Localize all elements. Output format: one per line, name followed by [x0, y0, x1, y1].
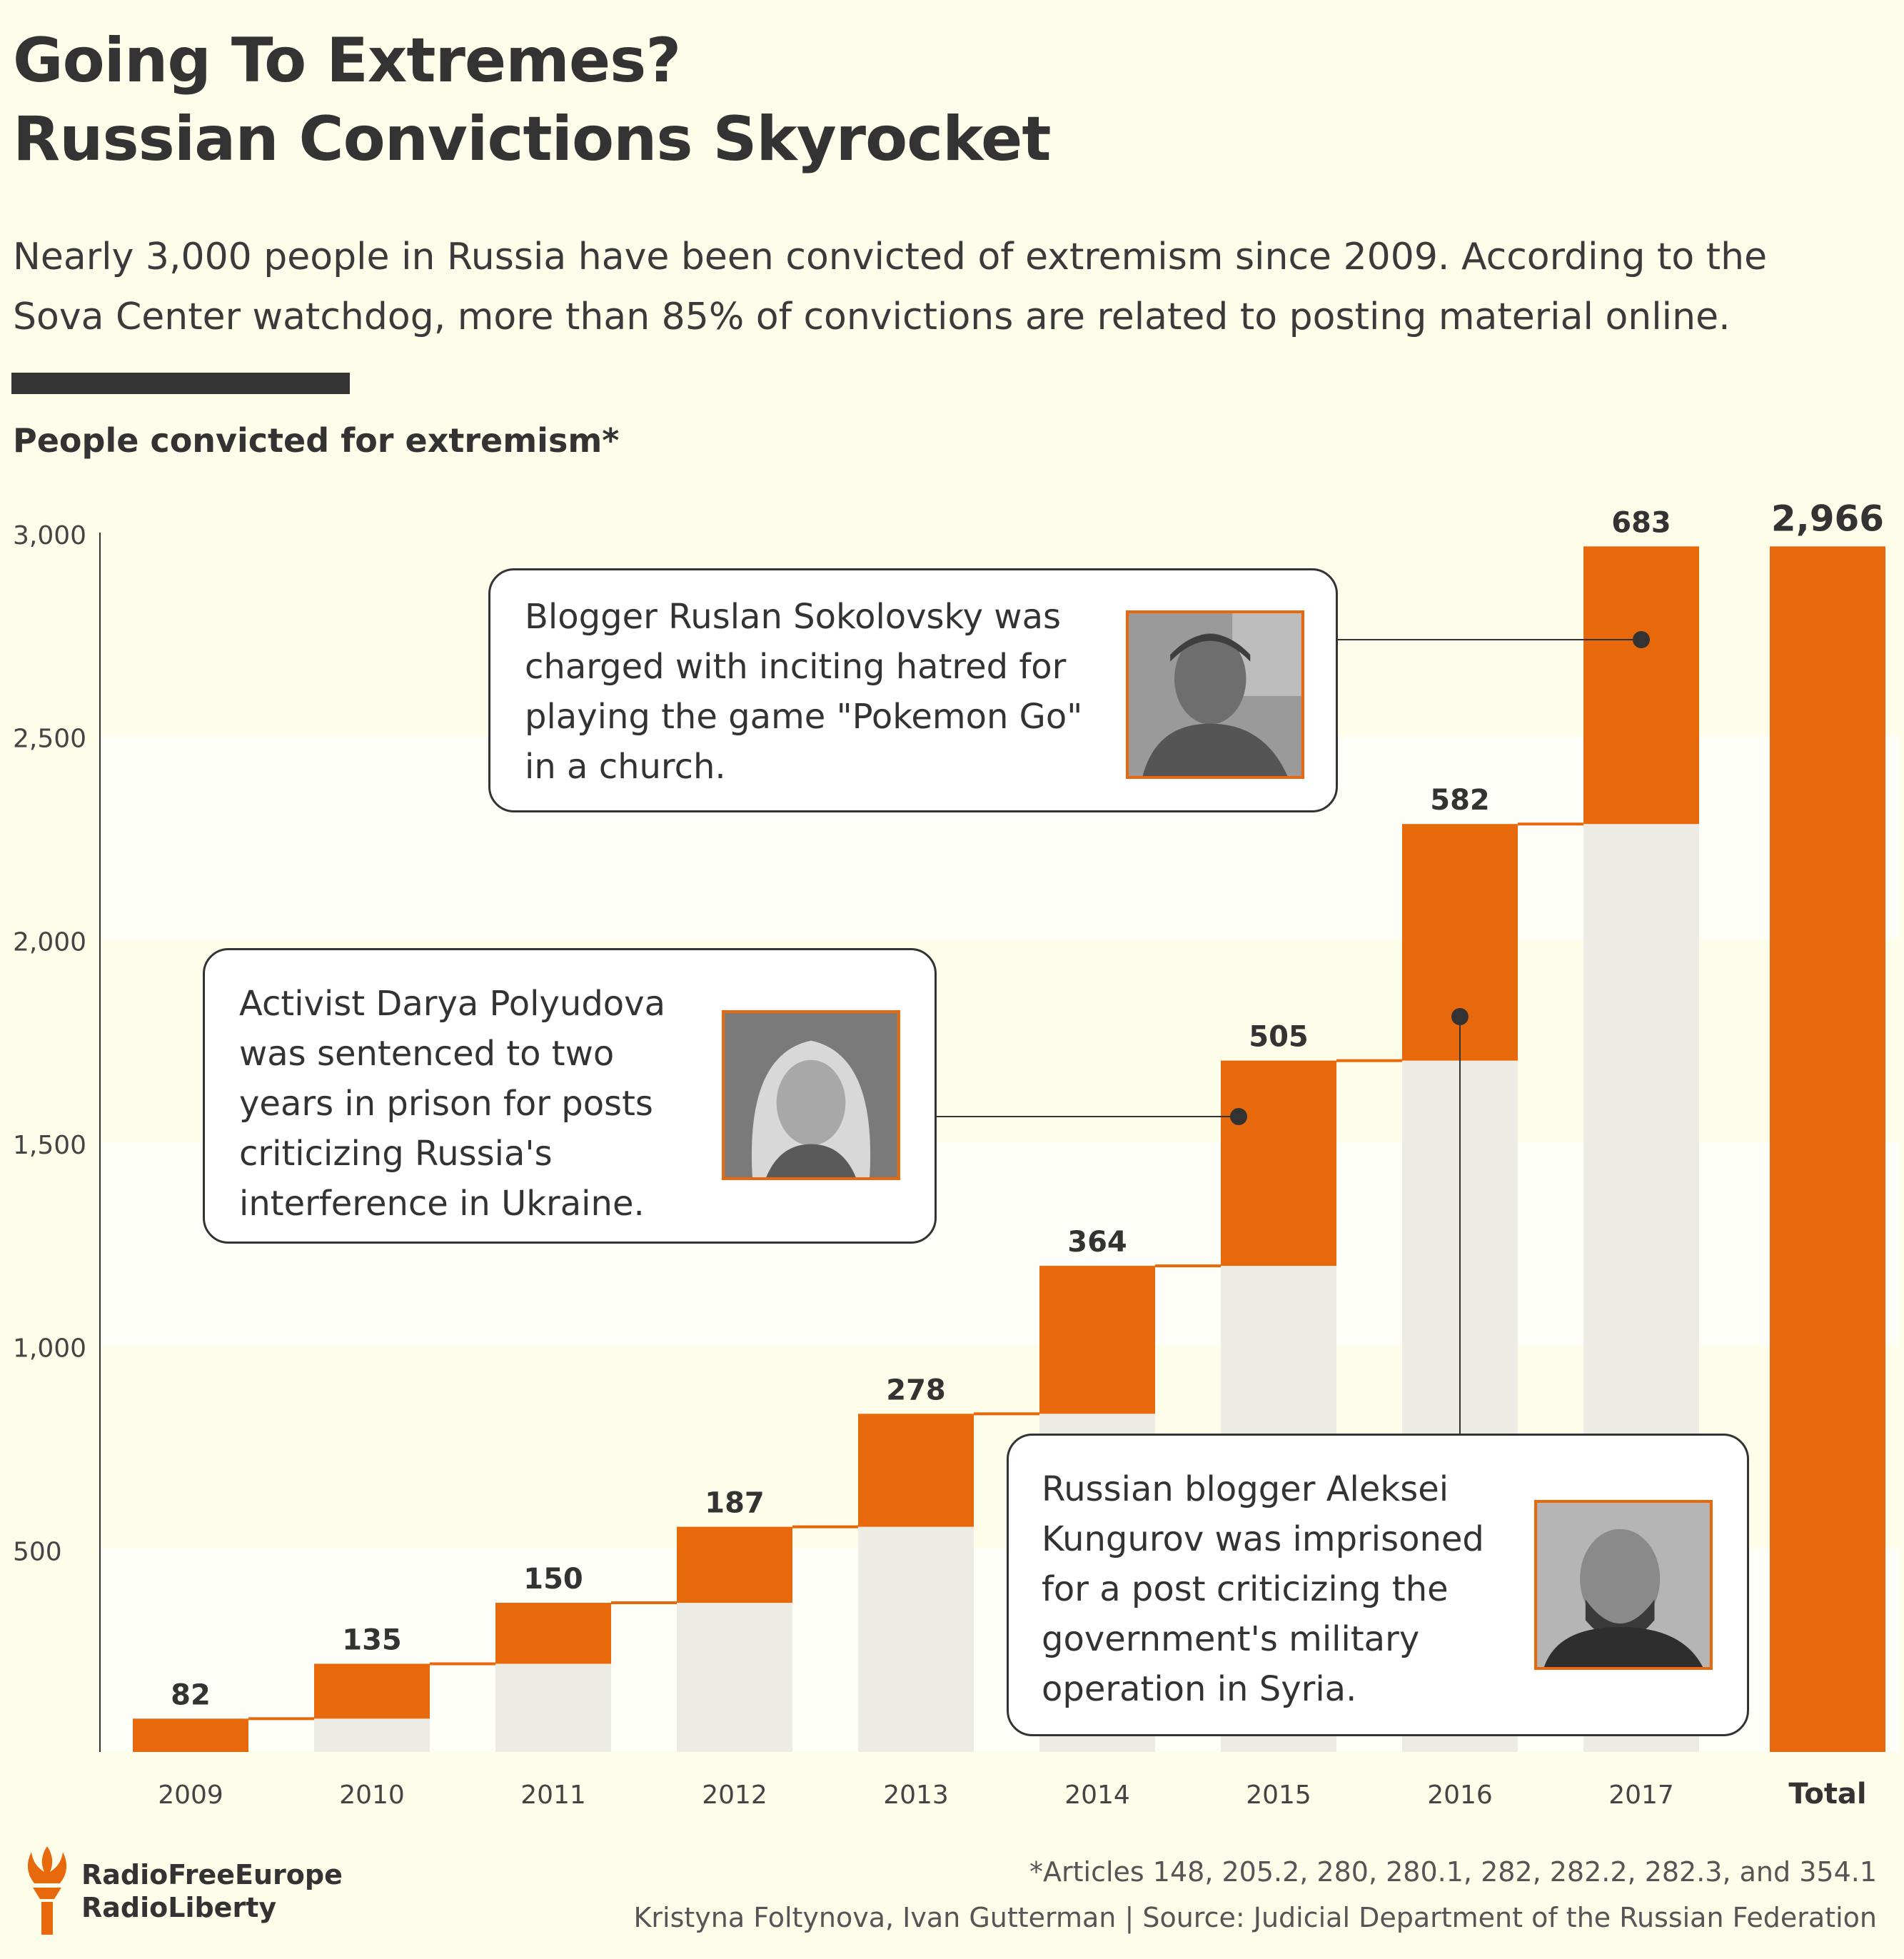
subtitle: Nearly 3,000 people in Russia have been … — [13, 227, 1883, 347]
callout-line: interference in Ukraine. — [239, 1184, 645, 1224]
portrait-photo-polyudova — [722, 1010, 900, 1180]
x-tick-label: 2017 — [1608, 1781, 1674, 1810]
x-tick-label: 2014 — [1064, 1781, 1130, 1810]
callout-polyudova: Activist Darya Polyudova was sentenced t… — [203, 948, 937, 1244]
increment-bar — [1039, 1266, 1155, 1414]
page-title: Going To Extremes? Russian Convictions S… — [13, 21, 1869, 178]
increment-bar — [314, 1663, 430, 1719]
x-tick-label: 2013 — [883, 1781, 949, 1810]
bar-value-label: 135 — [342, 1623, 402, 1656]
callout-polyudova-text: Activist Darya Polyudova was sentenced t… — [239, 979, 696, 1229]
base-bar — [314, 1718, 430, 1752]
x-tick-label: 2010 — [339, 1781, 405, 1810]
total-category-label: Total — [1788, 1778, 1866, 1811]
subtitle-line-1: Nearly 3,000 people in Russia have been … — [13, 236, 1768, 278]
base-bar — [858, 1526, 974, 1752]
bar-value-label: 187 — [705, 1487, 765, 1520]
callout-line: Russian blogger Aleksei — [1042, 1469, 1449, 1509]
callout-line: Blogger Ruslan Sokolovsky was — [525, 597, 1061, 637]
y-tick-label: 500 — [13, 1537, 62, 1566]
leader-dot — [1230, 1108, 1247, 1125]
callout-kungurov: Russian blogger Aleksei Kungurov was imp… — [1007, 1434, 1749, 1736]
y-tick-label: 2,500 — [13, 725, 86, 754]
person-silhouette-icon — [1537, 1503, 1710, 1667]
increment-bar — [1221, 1060, 1336, 1266]
x-tick-label: 2011 — [520, 1781, 586, 1810]
subtitle-line-2: Sova Center watchdog, more than 85% of c… — [13, 296, 1731, 338]
x-tick-label: 2016 — [1427, 1781, 1493, 1810]
chart-label: People convicted for extremism* — [13, 421, 620, 460]
title-line-2: Russian Convictions Skyrocket — [13, 104, 1051, 175]
rferl-logo: RadioFreeEurope RadioLiberty — [19, 1840, 343, 1940]
source-credit: Kristyna Foltynova, Ivan Gutterman | Sou… — [633, 1902, 1877, 1933]
increment-bar — [495, 1603, 611, 1664]
bar-value-label: 364 — [1067, 1226, 1127, 1259]
leader-dot — [1451, 1008, 1469, 1025]
portrait-photo-sokolovsky — [1126, 610, 1304, 779]
title-line-1: Going To Extremes? — [13, 25, 681, 96]
callout-line: in a church. — [525, 747, 726, 787]
increment-bar — [858, 1414, 974, 1527]
person-silhouette-icon — [1129, 613, 1301, 776]
y-tick-label: 1,000 — [13, 1334, 86, 1364]
person-silhouette-icon — [725, 1013, 897, 1177]
x-tick-label: 2015 — [1246, 1781, 1311, 1810]
callout-line: was sentenced to two — [239, 1034, 615, 1074]
total-bar — [1770, 546, 1885, 1752]
callout-line: years in prison for posts — [239, 1084, 653, 1124]
bar-value-label: 505 — [1249, 1021, 1309, 1054]
callout-line: operation in Syria. — [1042, 1669, 1357, 1709]
callout-line: criticizing Russia's — [239, 1134, 553, 1174]
bar-value-label: 582 — [1430, 784, 1490, 817]
callout-sokolovsky-text: Blogger Ruslan Sokolovsky was charged wi… — [525, 592, 1110, 792]
torch-logo-icon — [27, 1846, 67, 1935]
callout-sokolovsky: Blogger Ruslan Sokolovsky was charged wi… — [488, 568, 1338, 812]
logo-text-line-1: RadioFreeEurope — [81, 1859, 343, 1890]
callout-line: government's military — [1042, 1619, 1420, 1659]
increment-bar — [677, 1526, 792, 1603]
x-tick-label: 2009 — [158, 1781, 223, 1810]
callout-line: Kungurov was imprisoned — [1042, 1519, 1484, 1559]
y-tick-label: 1,500 — [13, 1131, 86, 1160]
base-bar — [495, 1663, 611, 1752]
callout-line: Activist Darya Polyudova — [239, 984, 665, 1024]
base-bar — [677, 1603, 792, 1752]
bar-value-label: 278 — [886, 1374, 946, 1406]
bar-value-label: 150 — [523, 1563, 583, 1596]
callout-kungurov-text: Russian blogger Aleksei Kungurov was imp… — [1042, 1464, 1527, 1714]
logo-text-line-2: RadioLiberty — [81, 1892, 277, 1923]
total-value-label: 2,966 — [1771, 498, 1884, 539]
increment-bar — [133, 1718, 248, 1752]
y-tick-label: 3,000 — [13, 521, 86, 550]
callout-line: playing the game "Pokemon Go" — [525, 697, 1083, 737]
bar-value-label: 82 — [171, 1678, 211, 1711]
callout-line: for a post criticizing the — [1042, 1569, 1449, 1609]
callout-line: charged with inciting hatred for — [525, 647, 1067, 687]
footnote: *Articles 148, 205.2, 280, 280.1, 282, 2… — [1029, 1856, 1877, 1888]
increment-bar — [1583, 546, 1699, 825]
header-divider — [11, 373, 350, 394]
leader-dot — [1633, 631, 1650, 648]
bar-value-label: 683 — [1611, 506, 1671, 539]
x-tick-label: 2012 — [702, 1781, 767, 1810]
portrait-photo-kungurov — [1534, 1500, 1713, 1670]
y-tick-label: 2,000 — [13, 927, 86, 957]
